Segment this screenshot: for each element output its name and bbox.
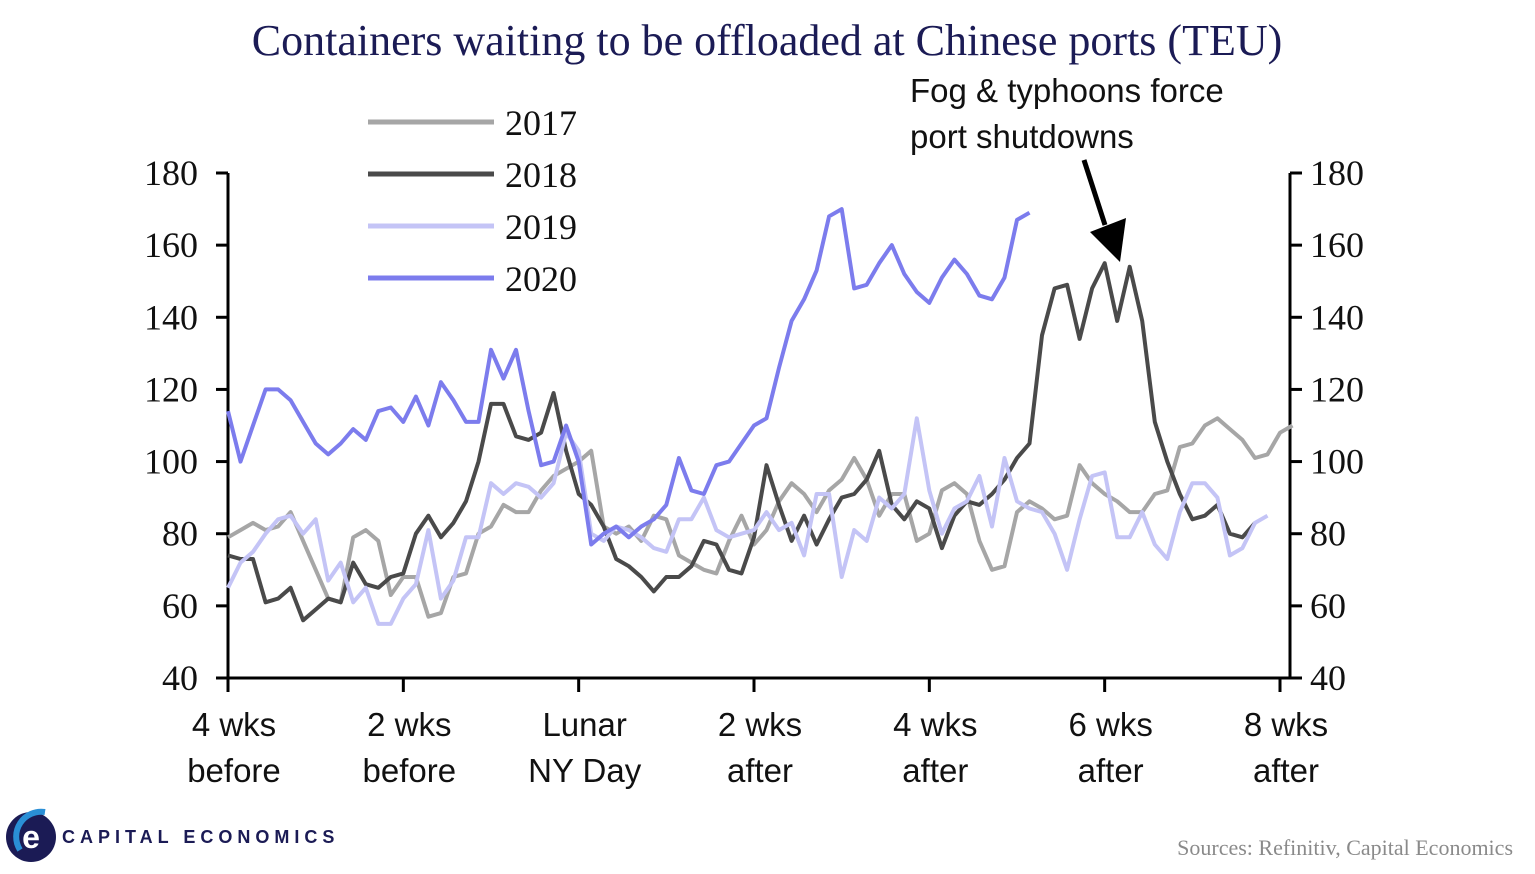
legend-label-2020: 2020 [505,259,577,299]
y-tick-label-right: 40 [1310,658,1346,698]
brand-name: CAPITAL ECONOMICS [62,827,339,847]
x-tick-label: 2 wks [718,706,802,743]
series-line-2018 [227,261,1257,623]
y-tick-label-left: 80 [162,514,198,554]
annotation-line-1: Fog & typhoons force [910,72,1224,109]
axes: 40 40 60 60 80 80 100 100 120 120 140 140 160 160 180 1… [144,153,1364,789]
annotation-arrow-shaft [1081,159,1108,226]
series-lines [226,207,1294,626]
chart-title: Containers waiting to be offloaded at Ch… [252,16,1283,65]
y-tick-label-left: 180 [144,153,198,193]
y-tick-label-right: 60 [1310,586,1346,626]
y-tick-label-left: 120 [144,369,198,409]
x-tick-label: after [1253,752,1319,789]
source-note: Sources: Refinitiv, Capital Economics [1177,835,1513,860]
logo-swoosh-icon [13,808,46,852]
annotation-arrow-head [1090,218,1126,262]
y-tick-label-right: 120 [1310,369,1364,409]
y-tick-label-left: 40 [162,658,198,698]
y-tick-label-left: 100 [144,442,198,482]
y-tick-label-right: 180 [1310,153,1364,193]
y-tick-label-left: 160 [144,225,198,265]
legend-label-2018: 2018 [505,155,577,195]
legend: 2017 2018 2019 2020 [368,103,577,299]
y-tick-label-left: 60 [162,586,198,626]
y-tick-label-right: 160 [1310,225,1364,265]
x-tick-label: after [902,752,968,789]
x-tick-label: NY Day [528,752,642,789]
series-line-2020 [226,207,1031,547]
y-tick-label-right: 80 [1310,514,1346,554]
y-tick-label-left: 140 [144,297,198,337]
x-tick-label: 6 wks [1068,706,1152,743]
series-line-2017 [227,416,1294,619]
legend-label-2019: 2019 [505,207,577,247]
series-line-2019 [226,416,1269,626]
x-tick-label: 4 wks [192,706,276,743]
x-tick-label: 8 wks [1244,706,1328,743]
x-tick-label: 4 wks [893,706,977,743]
x-tick-label: after [1078,752,1144,789]
x-tick-label: before [363,752,457,789]
legend-label-2017: 2017 [505,103,577,143]
y-tick-label-right: 140 [1310,297,1364,337]
annotation: Fog & typhoons force port shutdowns [910,72,1224,262]
logo: e CAPITAL ECONOMICS [6,808,339,862]
logo-letter: e [22,819,40,855]
annotation-line-2: port shutdowns [910,118,1134,155]
x-tick-label: 2 wks [367,706,451,743]
x-tick-label: before [187,752,281,789]
y-tick-label-right: 100 [1310,442,1364,482]
x-tick-label: after [727,752,793,789]
x-tick-label: Lunar [542,706,626,743]
